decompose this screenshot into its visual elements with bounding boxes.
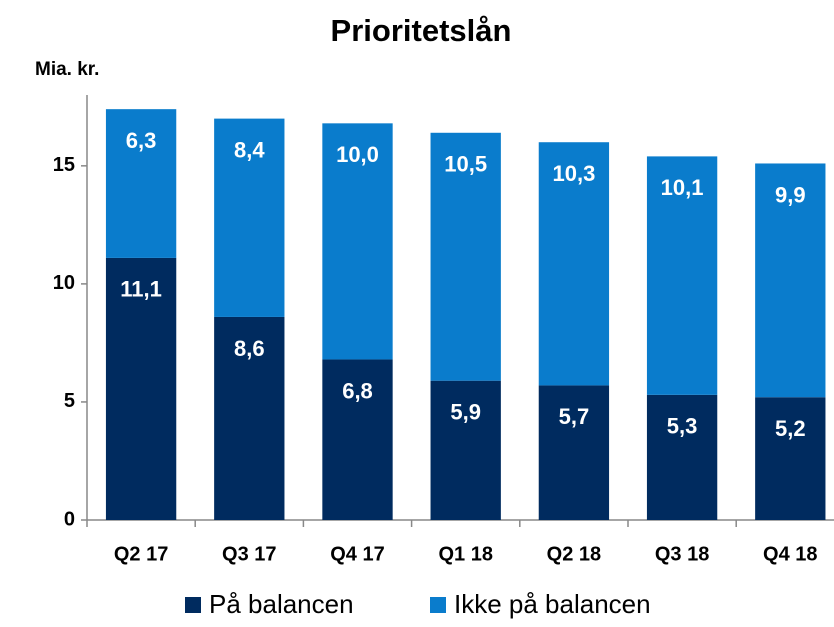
y-tick-label: 0 (64, 508, 75, 530)
x-tick-label: Q2 18 (547, 543, 601, 565)
bar-segment (430, 132, 501, 381)
legend-label: Ikke på balancen (454, 589, 651, 619)
bar-segment (430, 380, 501, 520)
x-tick-label: Q4 18 (763, 543, 817, 565)
value-label: 10,3 (552, 161, 595, 186)
bar-segment (646, 394, 718, 520)
bar-segment (214, 316, 285, 520)
value-label: 9,9 (775, 182, 806, 207)
value-label: 5,9 (450, 400, 481, 425)
legend-swatch (185, 597, 201, 613)
bar-segment (755, 163, 826, 398)
x-tick-label: Q3 18 (655, 543, 709, 565)
x-tick-label: Q1 18 (438, 543, 492, 565)
x-tick-label: Q2 17 (114, 543, 168, 565)
value-label: 5,3 (667, 414, 698, 439)
bar-segment (322, 123, 393, 360)
value-label: 6,3 (126, 128, 157, 153)
legend-label: På balancen (209, 589, 354, 619)
x-tick-label: Q4 17 (330, 543, 384, 565)
bar-segment (538, 385, 610, 520)
value-label: 5,7 (559, 404, 590, 429)
value-label: 8,4 (234, 137, 265, 162)
x-tick-label: Q3 17 (222, 543, 276, 565)
bar-segment (755, 397, 826, 520)
y-tick-label: 15 (53, 154, 75, 176)
value-label: 5,2 (775, 416, 806, 441)
y-tick-label: 10 (53, 272, 75, 294)
value-label: 10,1 (661, 175, 704, 200)
bar-segment (538, 142, 610, 386)
value-label: 10,5 (444, 152, 487, 177)
value-label: 6,8 (342, 378, 373, 403)
value-label: 10,0 (336, 142, 379, 167)
y-tick-label: 5 (64, 390, 75, 412)
value-label: 11,1 (120, 277, 162, 302)
bar-segment (105, 257, 177, 520)
bar-segment (105, 109, 177, 258)
bar-segment (646, 156, 718, 395)
value-label: 8,6 (234, 336, 265, 361)
chart-title: Prioritetslån (331, 13, 512, 48)
y-axis-label: Mia. kr. (35, 59, 99, 80)
bar-segment (214, 118, 285, 317)
bar-segment (322, 359, 393, 520)
legend-swatch (430, 597, 446, 613)
